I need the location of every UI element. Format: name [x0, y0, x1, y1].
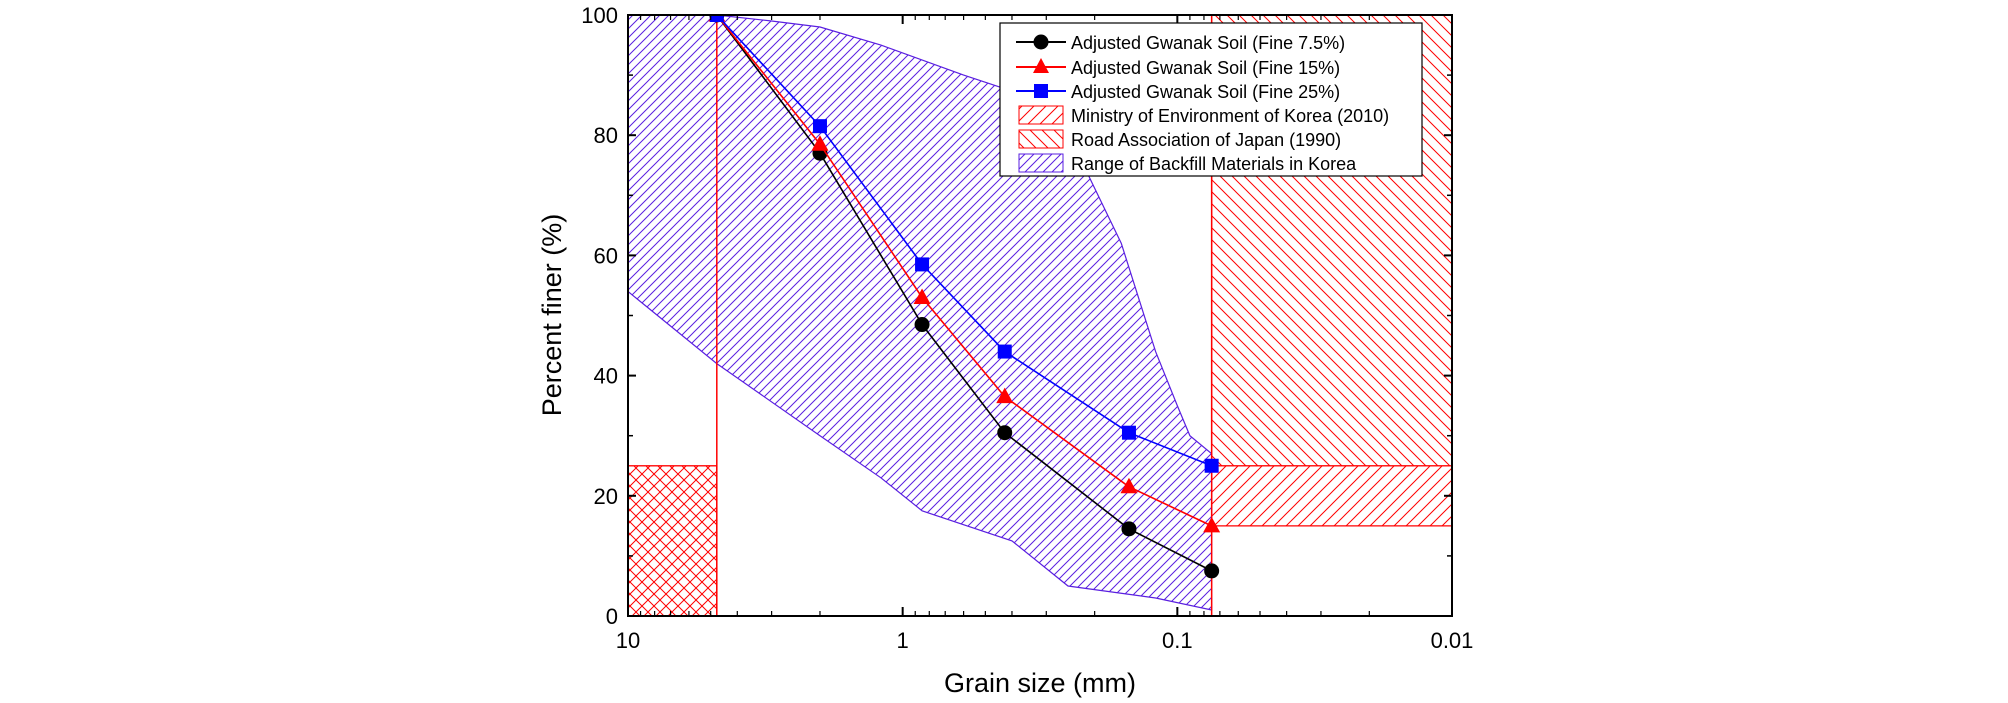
legend-swatch-backfill [1018, 153, 1064, 173]
series-2-point-3 [997, 344, 1012, 359]
region-1-area-0 [628, 465, 718, 616]
legend-box [999, 22, 1423, 177]
x-tick-label-2: 0.1 [1162, 628, 1193, 653]
legend-label-fine-7-5: Adjusted Gwanak Soil (Fine 7.5%) [1071, 33, 1345, 53]
legend-swatch-japan [1018, 129, 1064, 149]
series-1-point-4 [1120, 477, 1138, 494]
legend-label-backfill: Range of Backfill Materials in Korea [1071, 154, 1357, 174]
series-1-point-2 [913, 288, 931, 304]
x-axis-label: Grain size (mm) [944, 668, 1136, 698]
series-1-point-3 [996, 387, 1014, 404]
y-tick-label-2: 40 [594, 364, 618, 389]
legend-label-fine-25: Adjusted Gwanak Soil (Fine 25%) [1071, 82, 1340, 102]
x-tick-label-0: 10 [616, 628, 640, 653]
legend-marker-circle [1033, 34, 1049, 50]
series-2-point-0 [709, 15, 724, 22]
series-line-1 [716, 15, 1212, 527]
y-tick-label-1: 20 [594, 484, 618, 509]
series-1-point-5 [1203, 516, 1221, 533]
y-axis-label: Percent finer (%) [537, 214, 567, 417]
legend-label-ministry: Ministry of Environment of Korea (2010) [1071, 106, 1389, 126]
series-line-0 [716, 15, 1212, 572]
series-0-point-4 [1121, 521, 1137, 537]
series-2-point-5 [1204, 458, 1219, 473]
legend-label-japan: Road Association of Japan (1990) [1071, 130, 1341, 150]
y-tick-label-5: 100 [581, 3, 618, 28]
data-series [708, 15, 1221, 579]
x-tick-label-1: 1 [897, 628, 909, 653]
series-line-2 [716, 15, 1212, 467]
y-tick-label-4: 80 [594, 123, 618, 148]
series-1-point-1 [811, 135, 829, 151]
legend: Adjusted Gwanak Soil (Fine 7.5%) Adjuste… [999, 22, 1423, 177]
series-0-point-2 [914, 317, 930, 333]
series-2-point-4 [1121, 425, 1136, 440]
legend-swatch-ministry [1018, 105, 1064, 125]
series-2-point-2 [915, 257, 930, 272]
legend-marker-triangle [1033, 58, 1049, 73]
y-tick-label-3: 60 [594, 243, 618, 268]
series-0-point-3 [997, 425, 1013, 441]
axes: 0 20 40 60 80 100 10 1 0.1 0.01 [581, 3, 1473, 653]
region-0-area-1 [1210, 465, 1452, 527]
x-tick-label-3: 0.01 [1431, 628, 1474, 653]
legend-label-fine-15: Adjusted Gwanak Soil (Fine 15%) [1071, 58, 1340, 78]
series-2-point-1 [812, 119, 827, 134]
series-0-point-5 [1204, 563, 1220, 579]
legend-marker-square [1034, 84, 1048, 98]
y-tick-label-0: 0 [606, 604, 618, 629]
